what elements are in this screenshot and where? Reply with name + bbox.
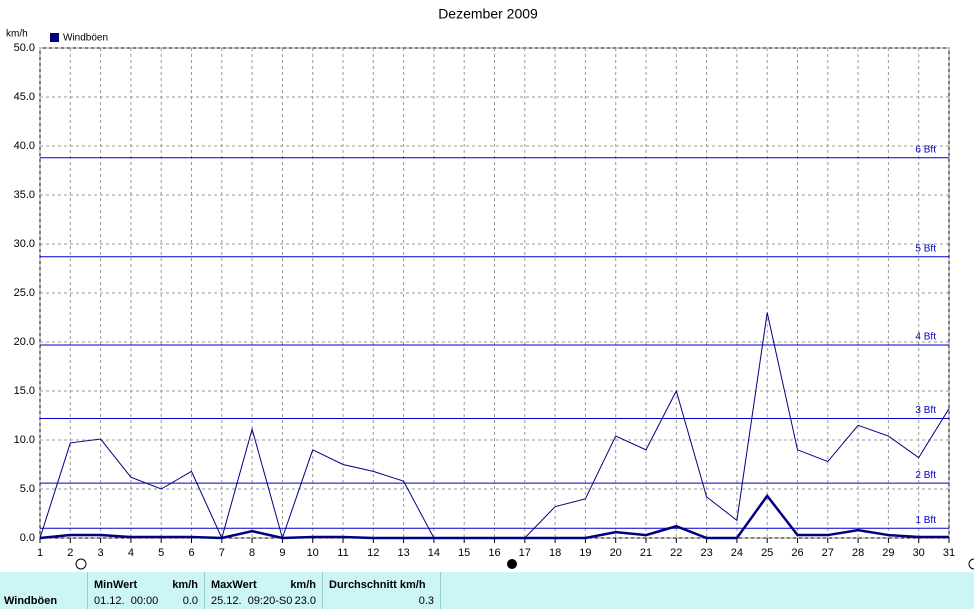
chart-title: Dezember 2009 [438, 6, 538, 22]
reference-label: 4 Bft [915, 332, 936, 343]
reference-label: 6 Bft [915, 144, 936, 155]
x-tick-label: 19 [579, 547, 591, 559]
y-tick-label: 0.0 [20, 532, 35, 544]
row-label: Windböen [4, 595, 58, 607]
x-tick-label: 1 [37, 547, 43, 559]
x-tick-label: 16 [488, 547, 500, 559]
x-tick-label: 22 [670, 547, 682, 559]
header: Durchschnitt km/h [329, 579, 426, 591]
x-tick-label: 8 [249, 547, 255, 559]
x-tick-label: 5 [158, 547, 164, 559]
x-tick-label: 21 [640, 547, 652, 559]
min-cell: MinWert km/h 01.12. 00:00 0.0 [88, 572, 205, 609]
chart: Dezember 2009 km/h 0.0 5.0 10.0 15.0 20.0 25.… [6, 6, 974, 570]
y-tick-label: 40.0 [14, 140, 35, 152]
x-tick-label: 4 [128, 547, 134, 559]
date: 25.12. 09:20-S0 [211, 595, 293, 607]
reference-label: 5 Bft [915, 243, 936, 254]
legend-swatch [50, 33, 59, 42]
header: MinWert [94, 579, 138, 591]
reference-label: 2 Bft [915, 470, 936, 481]
y-tick-label: 30.0 [14, 238, 35, 250]
x-tick-label: 26 [791, 547, 803, 559]
x-tick-label: 27 [822, 547, 834, 559]
value: 0.0 [182, 595, 198, 607]
reference-label: 1 Bft [915, 515, 936, 526]
unit: km/h [172, 579, 198, 591]
x-tick-label: 25 [761, 547, 773, 559]
moon-icon [75, 558, 87, 570]
x-tick-label: 28 [852, 547, 864, 559]
unit: km/h [290, 579, 316, 591]
x-tick-label: 24 [731, 547, 743, 559]
y-tick-label: 20.0 [14, 336, 35, 348]
x-tick-label: 13 [397, 547, 409, 559]
legend-label: Windböen [63, 33, 108, 44]
x-tick-label: 23 [700, 547, 712, 559]
y-tick-label: 5.0 [20, 483, 35, 495]
date: 01.12. 00:00 [94, 595, 159, 607]
x-tick-label: 7 [219, 547, 225, 559]
x-tick-label: 12 [367, 547, 379, 559]
x-tick-label: 11 [337, 547, 348, 559]
y-tick-label: 25.0 [14, 287, 35, 299]
avg-cell: Durchschnitt km/h 0.3 [323, 572, 441, 609]
y-tick-label: 10.0 [14, 434, 35, 446]
x-tick-label: 10 [307, 547, 319, 559]
x-tick-label: 2 [67, 547, 73, 559]
x-tick-label: 18 [549, 547, 561, 559]
stats-table: Windböen MinWert km/h 01.12. 00:00 0.0 M… [0, 572, 974, 609]
x-tick-label: 17 [519, 547, 531, 559]
x-tick-label: 20 [610, 547, 622, 559]
series-line [39, 493, 949, 540]
x-tick-label: 3 [98, 547, 104, 559]
row-label-cell: Windböen [0, 572, 88, 609]
x-tick-label: 14 [428, 547, 440, 559]
value: 23.0 [294, 595, 316, 607]
x-tick-label: 15 [458, 547, 470, 559]
x-tick-label: 29 [882, 547, 894, 559]
moon-icon [507, 559, 517, 569]
reference-label: 3 Bft [915, 405, 936, 416]
y-tick-label: 45.0 [14, 91, 35, 103]
y-tick-label: 50.0 [14, 42, 35, 54]
y-axis-label: km/h [6, 29, 28, 40]
x-tick-label: 6 [188, 547, 194, 559]
value: 0.3 [418, 595, 434, 607]
y-tick-label: 35.0 [14, 189, 35, 201]
moon-icon [968, 558, 974, 570]
max-cell: MaxWert km/h 25.12. 09:20-S0 23.0 [205, 572, 323, 609]
x-tick-label: 31 [943, 547, 955, 559]
y-tick-label: 15.0 [14, 385, 35, 397]
x-tick-label: 30 [913, 547, 925, 559]
header: MaxWert [211, 579, 257, 591]
x-tick-label: 9 [279, 547, 285, 559]
